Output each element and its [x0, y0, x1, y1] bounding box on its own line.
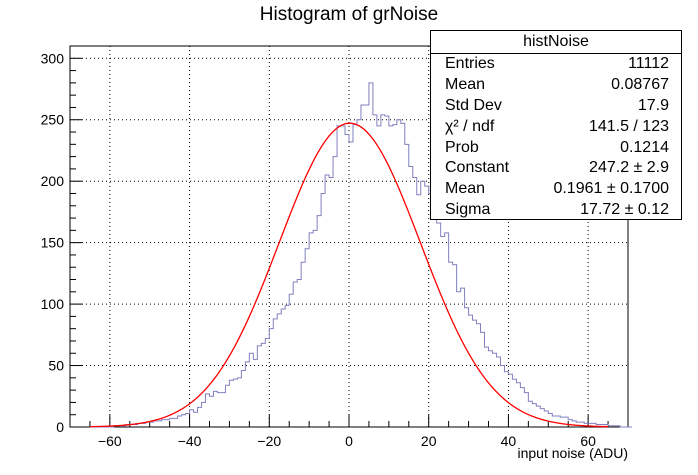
x-tick-label: 60: [580, 433, 596, 449]
stats-key: Mean: [445, 180, 486, 198]
y-tick-label: 250: [41, 112, 65, 128]
x-tick-label: 40: [501, 433, 517, 449]
histogram-series: [89, 82, 632, 428]
stats-key: Entries: [445, 55, 495, 72]
stats-rows: Entries 11112 Mean 0.08767 Std Dev 17.9 χ² / n…: [431, 54, 681, 221]
gaussian-fit-curve: [89, 122, 609, 428]
x-tick-label: −20: [257, 433, 281, 449]
y-tick-label: 200: [41, 173, 65, 189]
stats-title: histNoise: [431, 31, 681, 54]
stats-key: Prob: [445, 138, 479, 156]
y-tick-label: 50: [48, 358, 64, 374]
stats-key: Sigma: [445, 201, 491, 219]
stats-value: 0.1214: [620, 138, 669, 156]
axes: −60 −40 −20 0 20 40 60 0 50 100 150 200 250 300: [41, 50, 629, 449]
stats-value: 0.1961 ± 0.1700: [553, 180, 669, 198]
y-tick-label: 0: [56, 419, 64, 435]
y-tick-label: 300: [41, 50, 65, 66]
chart-title: Histogram of grNoise: [259, 4, 439, 25]
x-tick-label: −40: [178, 433, 202, 449]
x-tick-label: 0: [345, 433, 353, 449]
y-tick-label: 150: [41, 235, 65, 251]
x-tick-label: 20: [421, 433, 437, 449]
stats-key: Mean: [445, 75, 486, 93]
stats-row: Entries 11112: [431, 54, 681, 75]
y-tick-label: 100: [41, 296, 65, 312]
stats-row: Prob 0.1214: [431, 138, 681, 159]
stats-row: Std Dev 17.9: [431, 96, 681, 117]
x-tick-label: −60: [98, 433, 122, 449]
stats-row: Mean 0.08767: [431, 75, 681, 96]
stats-value: 0.08767: [611, 75, 669, 93]
stats-box: histNoise Entries 11112 Mean 0.08767 Std Dev…: [430, 30, 682, 220]
stats-value: 11112: [628, 55, 669, 72]
stats-row: Constant 247.2 ± 2.9: [431, 158, 681, 179]
x-axis-label: input noise (ADU): [517, 445, 629, 461]
stats-key: χ² / ndf: [445, 117, 495, 135]
stats-value: 247.2 ± 2.9: [589, 159, 669, 177]
stats-value: 141.5 / 123: [588, 117, 669, 135]
stats-row: Sigma 17.72 ± 0.12: [431, 200, 681, 221]
stats-key: Std Dev: [445, 96, 502, 114]
stats-value: 17.72 ± 0.12: [580, 201, 669, 219]
stats-row: χ² / ndf 141.5 / 123: [431, 117, 681, 138]
stats-value: 17.9: [637, 96, 669, 114]
stats-row: Mean 0.1961 ± 0.1700: [431, 179, 681, 200]
stats-key: Constant: [445, 159, 510, 177]
